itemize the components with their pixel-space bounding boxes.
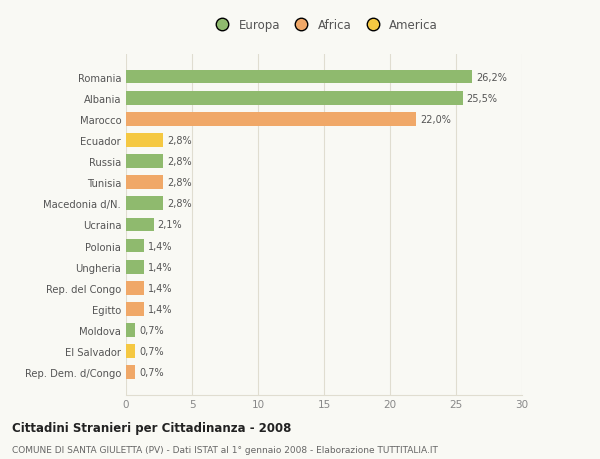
Text: 2,8%: 2,8% [167,157,191,167]
Bar [126,345,135,358]
Bar [126,134,163,147]
Bar [126,366,135,379]
Text: 1,4%: 1,4% [148,283,173,293]
Bar [126,197,163,211]
Text: COMUNE DI SANTA GIULETTA (PV) - Dati ISTAT al 1° gennaio 2008 - Elaborazione TUT: COMUNE DI SANTA GIULETTA (PV) - Dati IST… [12,445,438,454]
Text: Cittadini Stranieri per Cittadinanza - 2008: Cittadini Stranieri per Cittadinanza - 2… [12,421,292,434]
Bar [126,71,472,84]
Text: 1,4%: 1,4% [148,304,173,314]
Text: 0,7%: 0,7% [139,347,164,356]
Bar [126,176,163,190]
Bar [126,92,463,105]
Text: 1,4%: 1,4% [148,262,173,272]
Bar [126,260,145,274]
Text: 1,4%: 1,4% [148,241,173,251]
Text: 2,8%: 2,8% [167,178,191,188]
Text: 2,8%: 2,8% [167,135,191,146]
Text: 0,7%: 0,7% [139,325,164,335]
Text: 2,8%: 2,8% [167,199,191,209]
Text: 22,0%: 22,0% [421,115,451,124]
Text: 25,5%: 25,5% [467,94,497,103]
Bar [126,302,145,316]
Bar [126,281,145,295]
Bar [126,239,145,253]
Bar [126,324,135,337]
Bar [126,155,163,168]
Bar [126,112,416,126]
Legend: Europa, Africa, America: Europa, Africa, America [208,17,440,34]
Text: 0,7%: 0,7% [139,368,164,377]
Bar [126,218,154,232]
Text: 2,1%: 2,1% [158,220,182,230]
Text: 26,2%: 26,2% [476,73,506,82]
